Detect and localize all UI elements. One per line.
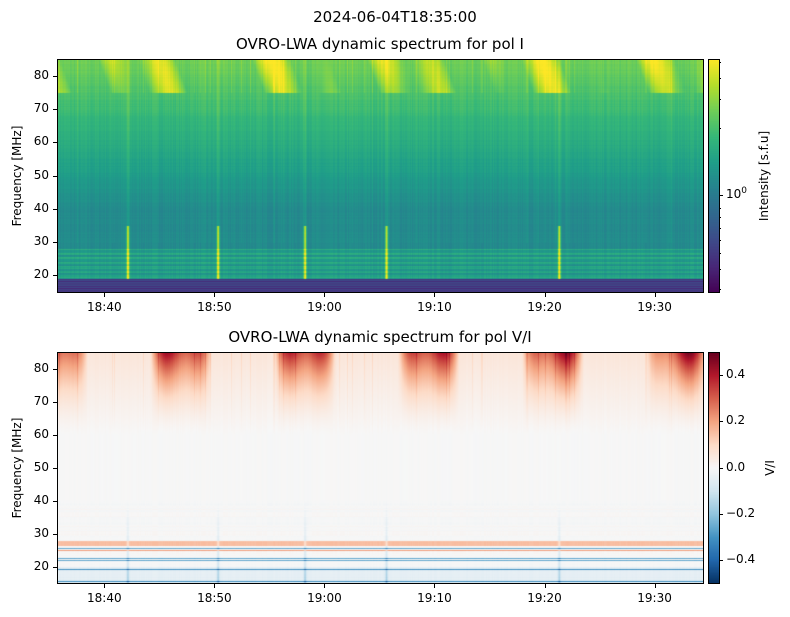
colorbar-minor-tick: [719, 217, 721, 218]
y-tick-mark: [53, 108, 57, 110]
x-tick-label: 19:30: [637, 591, 672, 605]
colorbar-minor-tick: [719, 78, 721, 79]
y-tick-label: 60: [33, 426, 49, 441]
colorbar-tick-label: −0.4: [726, 551, 756, 566]
axes-title: OVRO-LWA dynamic spectrum for pol V/I: [228, 328, 532, 346]
y-tick-mark: [53, 208, 57, 210]
colorbar-tick-mark: [719, 467, 723, 469]
colorbar-tick-base: 10: [726, 187, 742, 201]
x-tick-mark: [104, 584, 106, 588]
y-tick-mark: [53, 175, 57, 177]
colorbar-tick-mark: [719, 421, 723, 423]
x-tick-mark: [324, 293, 326, 297]
colorbar: [708, 59, 719, 292]
x-tick-mark: [214, 584, 216, 588]
y-tick-mark: [53, 434, 57, 436]
heatmap-pol-vi: [57, 352, 703, 583]
y-tick-mark: [53, 75, 57, 77]
x-tick-mark: [434, 584, 436, 588]
x-tick-mark: [104, 293, 106, 297]
colorbar-minor-tick: [719, 62, 721, 63]
y-tick-label: 20: [33, 558, 49, 573]
y-tick-mark: [53, 142, 57, 144]
heatmap-pol-i: [57, 59, 703, 292]
y-axis-label: Frequency [MHz]: [10, 125, 24, 226]
y-tick-label: 20: [33, 267, 49, 282]
colorbar-minor-tick: [719, 208, 721, 209]
x-tick-mark: [544, 293, 546, 297]
y-tick-label: 50: [33, 459, 49, 474]
colorbar-minor-tick: [719, 240, 721, 241]
y-tick-label: 30: [33, 525, 49, 540]
y-tick-mark: [53, 368, 57, 370]
x-tick-label: 19:20: [527, 300, 562, 314]
colorbar-tick-label: 0.0: [726, 459, 746, 474]
x-tick-mark: [654, 584, 656, 588]
x-tick-mark: [434, 293, 436, 297]
colorbar-label: V/I: [763, 459, 777, 476]
colorbar-tick-label: 100: [726, 186, 747, 201]
colorbar-minor-tick: [719, 99, 721, 100]
y-tick-label: 30: [33, 234, 49, 249]
y-axis-label: Frequency [MHz]: [10, 417, 24, 518]
suptitle: 2024-06-04T18:35:00: [313, 8, 477, 26]
colorbar-label: Intensity [s.f.u]: [757, 130, 771, 221]
y-tick-label: 80: [33, 67, 49, 82]
x-tick-label: 19:00: [307, 300, 342, 314]
colorbar-minor-tick: [719, 128, 721, 129]
x-tick-label: 19:10: [417, 300, 452, 314]
y-tick-label: 60: [33, 134, 49, 149]
x-tick-label: 18:50: [197, 300, 232, 314]
colorbar-minor-tick: [719, 269, 721, 270]
colorbar-minor-tick: [719, 289, 721, 290]
colorbar-tick-label: 0.4: [726, 367, 746, 382]
y-tick-label: 40: [33, 492, 49, 507]
y-tick-label: 80: [33, 360, 49, 375]
colorbar: [708, 352, 719, 583]
y-tick-label: 50: [33, 167, 49, 182]
colorbar-minor-tick: [719, 253, 721, 254]
y-tick-mark: [53, 566, 57, 568]
x-tick-mark: [324, 584, 326, 588]
x-tick-mark: [214, 293, 216, 297]
y-tick-label: 70: [33, 393, 49, 408]
x-tick-label: 19:10: [417, 591, 452, 605]
x-tick-label: 19:30: [637, 300, 672, 314]
colorbar-tick-mark: [719, 375, 723, 377]
x-tick-label: 19:20: [527, 591, 562, 605]
colorbar-minor-tick: [719, 228, 721, 229]
colorbar-tick-mark: [719, 195, 723, 196]
y-tick-mark: [53, 467, 57, 469]
y-tick-mark: [53, 242, 57, 244]
y-tick-label: 40: [33, 200, 49, 215]
y-tick-label: 70: [33, 100, 49, 115]
x-tick-label: 18:40: [87, 591, 122, 605]
y-tick-mark: [53, 500, 57, 502]
colorbar-tick-label: −0.2: [726, 505, 756, 520]
x-tick-label: 19:00: [307, 591, 342, 605]
x-tick-mark: [544, 584, 546, 588]
axes-title: OVRO-LWA dynamic spectrum for pol I: [236, 35, 524, 53]
colorbar-tick-mark: [719, 513, 723, 515]
x-tick-label: 18:40: [87, 300, 122, 314]
colorbar-tick-exponent: 0: [741, 186, 748, 196]
colorbar-tick-mark: [719, 559, 723, 561]
y-tick-mark: [53, 275, 57, 277]
y-tick-mark: [53, 401, 57, 403]
colorbar-tick-label: 0.2: [726, 413, 746, 428]
x-tick-mark: [654, 293, 656, 297]
x-tick-label: 18:50: [197, 591, 232, 605]
y-tick-mark: [53, 533, 57, 535]
